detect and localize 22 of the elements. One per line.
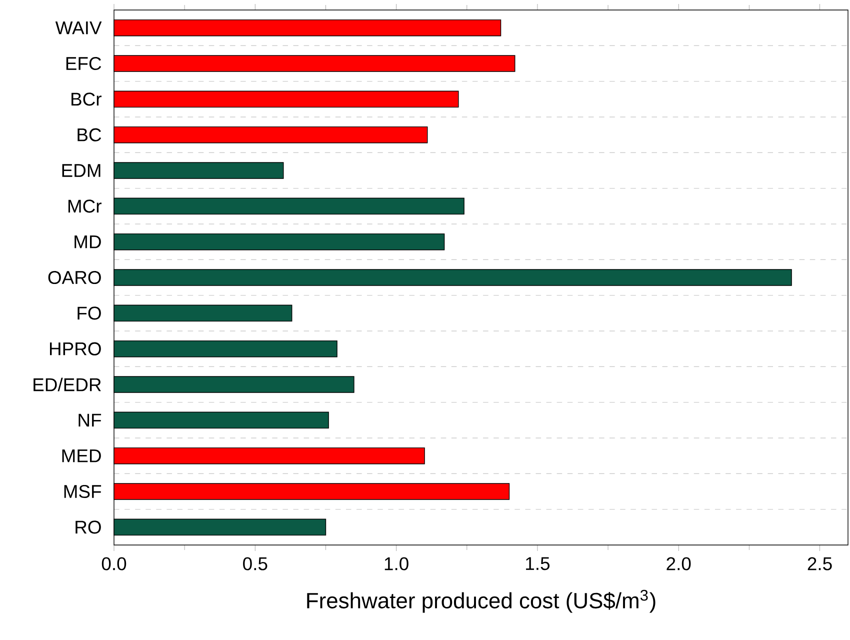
y-tick-label: MD <box>74 235 101 248</box>
y-tick-label: EDM <box>62 164 100 177</box>
x-axis-title: Freshwater produced cost (US$/m$^{3}$) <box>307 590 656 613</box>
y-tick-label: MSF <box>64 484 102 498</box>
x-tick-label: 0.0 <box>102 557 126 570</box>
x-tick-label: 1.5 <box>526 557 550 570</box>
y-tick-label: FO <box>78 306 101 320</box>
y-tick-label: MED <box>62 449 101 462</box>
x-tick-label: 1.0 <box>384 557 408 570</box>
x-tick-label: 2.0 <box>666 557 691 570</box>
x-tick-label: 2.5 <box>808 557 832 570</box>
y-tick-label: OARO <box>48 270 101 284</box>
y-tick-label: HPRO <box>50 342 101 356</box>
x-tick-label: 0.5 <box>243 557 268 570</box>
y-tick-label: WAIV <box>55 21 102 34</box>
y-tick-label: EFC <box>66 56 102 70</box>
y-tick-label: ED/EDR <box>34 378 101 392</box>
y-tick-label: BCr <box>72 92 102 106</box>
y-tick-label: RO <box>76 520 101 534</box>
y-tick-label: NF <box>78 414 102 427</box>
y-tick-label: BC <box>78 128 102 142</box>
y-tick-label: MCr <box>68 200 102 213</box>
